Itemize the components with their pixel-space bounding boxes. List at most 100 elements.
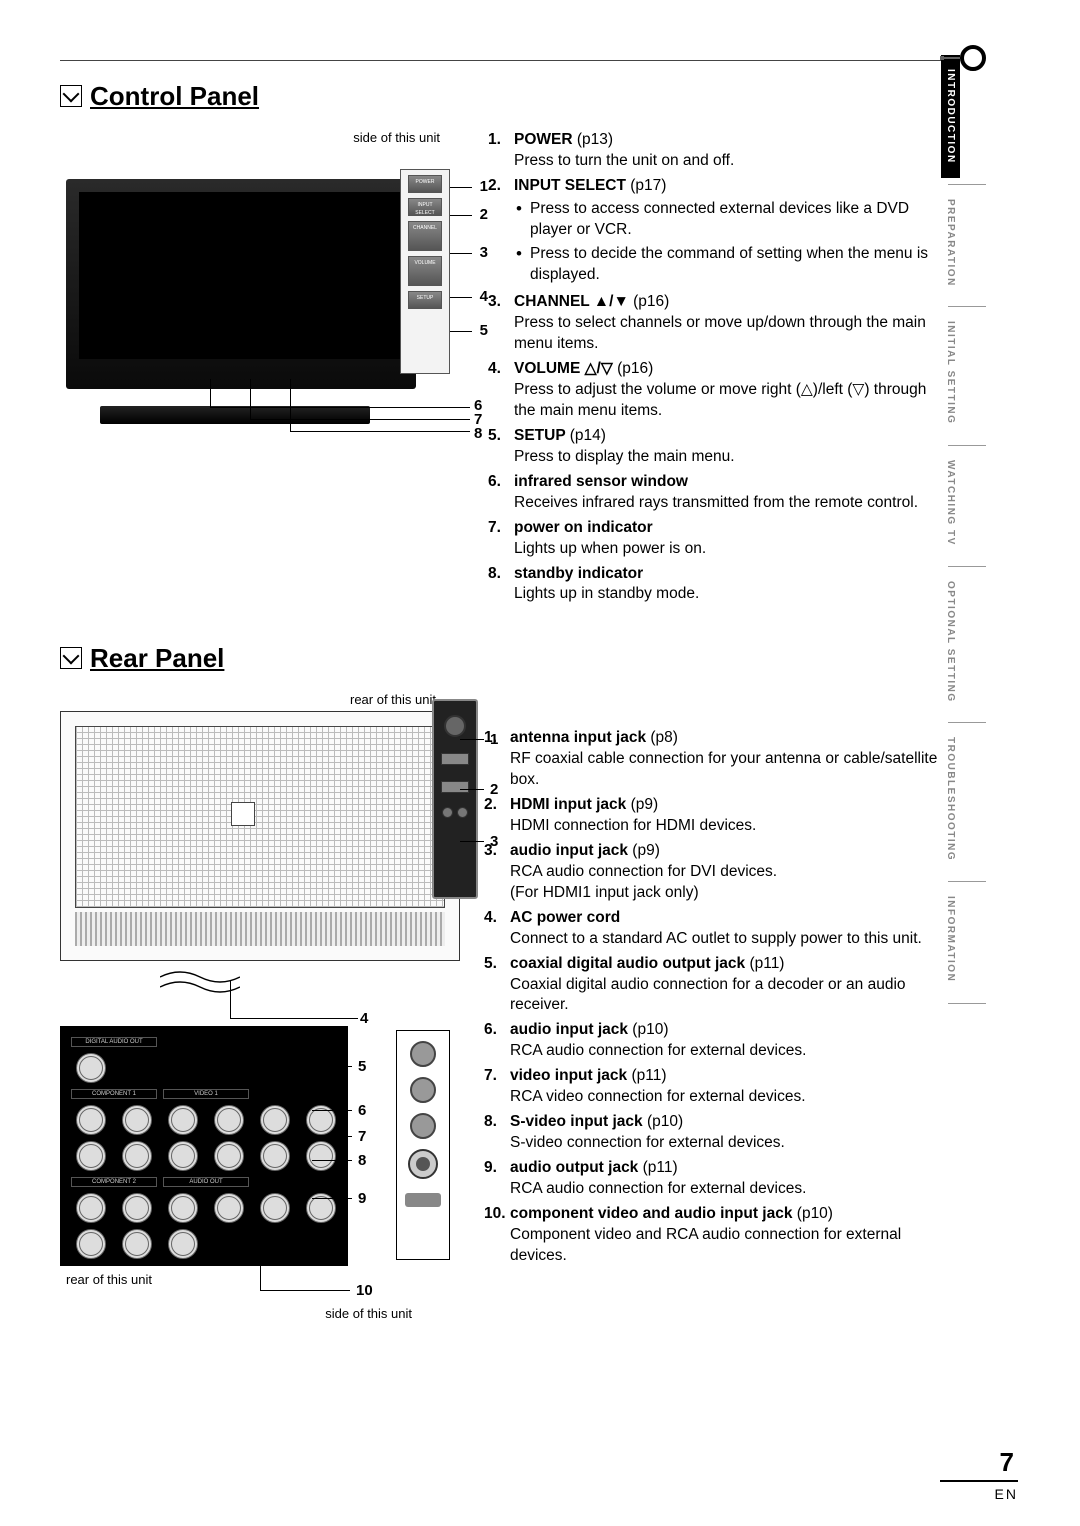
item-description: RCA audio connection for external device… xyxy=(510,1041,950,1062)
volume-button-graphic: VOLUME xyxy=(408,256,442,286)
item-body: S-video input jack (p10)S-video connecti… xyxy=(510,1112,950,1154)
numbered-item: 9.audio output jack (p11)RCA audio conne… xyxy=(484,1158,950,1200)
heading-rear-panel: Rear Panel xyxy=(60,643,950,674)
numbered-item: 2.HDMI input jack (p9)HDMI connection fo… xyxy=(484,795,950,837)
item-description: Press to select channels or move up/down… xyxy=(514,313,950,355)
item-page-ref: (p10) xyxy=(632,1021,668,1038)
svideo-jack-icon xyxy=(408,1149,438,1179)
rcallout-9: 9 xyxy=(358,1190,366,1207)
item-description: RCA video connection for external device… xyxy=(510,1087,950,1108)
item-number: 8. xyxy=(488,564,514,606)
item-number: 2. xyxy=(484,795,510,837)
page-number: 7 xyxy=(940,1447,1018,1482)
caption-side-of-unit: side of this unit xyxy=(60,130,470,145)
checkbox-icon xyxy=(60,85,82,107)
item-page-ref: (p17) xyxy=(630,177,666,194)
numbered-item: 6.infrared sensor window Receives infrar… xyxy=(488,472,950,514)
item-number: 10. xyxy=(484,1204,510,1267)
item-number: 3. xyxy=(484,841,510,904)
numbered-item: 8.S-video input jack (p10)S-video connec… xyxy=(484,1112,950,1154)
item-number: 1. xyxy=(488,130,514,172)
item-body: INPUT SELECT (p17) Press to access connec… xyxy=(514,176,950,289)
rcallout-4: 4 xyxy=(360,1010,368,1027)
rcallout-2: 2 xyxy=(490,781,498,798)
item-number: 7. xyxy=(488,518,514,560)
setup-button-graphic: SETUP xyxy=(408,291,442,309)
item-title: S-video input jack xyxy=(510,1113,647,1130)
audio-lr-jack-icon xyxy=(434,807,476,818)
item-title: INPUT SELECT xyxy=(514,177,630,194)
tab-information[interactable]: INFORMATION xyxy=(941,882,960,996)
rcallout-8: 8 xyxy=(358,1152,366,1169)
item-body: AC power cord Connect to a standard AC o… xyxy=(510,908,950,950)
item-page-ref: (p11) xyxy=(631,1067,666,1084)
side-jack-strip xyxy=(396,1030,450,1260)
item-number: 5. xyxy=(484,954,510,1017)
item-number: 4. xyxy=(488,359,514,422)
item-description: Component video and RCA audio connection… xyxy=(510,1225,950,1267)
page-footer: 7 EN xyxy=(940,1447,1018,1502)
item-page-ref: (p8) xyxy=(650,729,678,746)
item-number: 9. xyxy=(484,1158,510,1200)
control-panel-list: 1.POWER (p13)Press to turn the unit on a… xyxy=(488,130,950,605)
item-body: SETUP (p14) Press to display the main men… xyxy=(514,426,950,468)
item-body: audio output jack (p11)RCA audio connect… xyxy=(510,1158,950,1200)
rca-jack-icon xyxy=(410,1113,436,1139)
item-title: SETUP xyxy=(514,427,570,444)
item-title: audio input jack xyxy=(510,1021,632,1038)
numbered-item: 1.antenna input jack (p8)RF coaxial cabl… xyxy=(484,728,950,791)
tab-knob-icon xyxy=(960,45,986,71)
item-title: infrared sensor window xyxy=(514,473,688,490)
callout-2: 2 xyxy=(480,206,488,223)
rear-jack-strip xyxy=(432,699,478,899)
item-title: antenna input jack xyxy=(510,729,650,746)
channel-button-graphic: CHANNEL xyxy=(408,221,442,251)
tab-troubleshooting[interactable]: TROUBLESHOOTING xyxy=(941,723,960,875)
power-button-graphic: POWER xyxy=(408,175,442,193)
item-page-ref: (p16) xyxy=(617,360,653,377)
tab-introduction[interactable]: INTRODUCTION xyxy=(941,55,960,178)
control-panel-figure: side of this unit POWER INPUT SELECT CHA… xyxy=(60,130,470,609)
item-page-ref: (p14) xyxy=(570,427,606,444)
numbered-item: 5.SETUP (p14)Press to display the main m… xyxy=(488,426,950,468)
item-title: CHANNEL ▲/▼ xyxy=(514,293,633,310)
item-body: POWER (p13)Press to turn the unit on and… xyxy=(514,130,950,172)
callout-4: 4 xyxy=(480,288,488,305)
item-body: standby indicator Lights up in standby m… xyxy=(514,564,950,606)
item-number: 3. xyxy=(488,292,514,355)
item-title: POWER xyxy=(514,131,577,148)
item-number: 6. xyxy=(484,1020,510,1062)
item-title: audio output jack xyxy=(510,1159,643,1176)
input-select-button-graphic: INPUT SELECT xyxy=(408,198,442,216)
hdmi-jack-icon xyxy=(441,781,469,793)
bullet: Press to access connected external devic… xyxy=(516,199,950,241)
item-description: S-video connection for external devices. xyxy=(510,1133,950,1154)
tv-base-icon xyxy=(100,406,370,424)
item-page-ref: (p13) xyxy=(577,131,613,148)
tab-initial-setting[interactable]: INITIAL SETTING xyxy=(941,307,960,438)
item-number: 2. xyxy=(488,176,514,289)
tv-front-icon xyxy=(66,179,416,389)
numbered-item: 1.POWER (p13)Press to turn the unit on a… xyxy=(488,130,950,172)
item-number: 6. xyxy=(488,472,514,514)
item-description: Press to display the main menu. xyxy=(514,447,950,468)
vent-icon xyxy=(75,912,445,946)
tab-optional-setting[interactable]: OPTIONAL SETTING xyxy=(941,567,960,717)
item-description: Receives infrared rays transmitted from … xyxy=(514,493,950,514)
checkbox-icon xyxy=(60,647,82,669)
item-page-ref: (p9) xyxy=(631,796,659,813)
item-description: (For HDMI1 input jack only) xyxy=(510,883,950,904)
rear-panel-figure: rear of this unit 1 2 xyxy=(60,692,466,1320)
tab-watching-tv[interactable]: WATCHING TV xyxy=(941,446,960,560)
item-page-ref: (p16) xyxy=(633,293,669,310)
item-body: video input jack (p11)RCA video connecti… xyxy=(510,1066,950,1108)
item-page-ref: (p9) xyxy=(632,842,660,859)
numbered-item: 7.video input jack (p11)RCA video connec… xyxy=(484,1066,950,1108)
item-body: coaxial digital audio output jack (p11)C… xyxy=(510,954,950,1017)
rcallout-5: 5 xyxy=(358,1058,366,1075)
item-description: RF coaxial cable connection for your ant… xyxy=(510,749,950,791)
rcallout-1: 1 xyxy=(490,731,498,748)
item-title: AC power cord xyxy=(510,909,620,926)
hdmi-jack-icon xyxy=(441,753,469,765)
item-body: infrared sensor window Receives infrared… xyxy=(514,472,950,514)
